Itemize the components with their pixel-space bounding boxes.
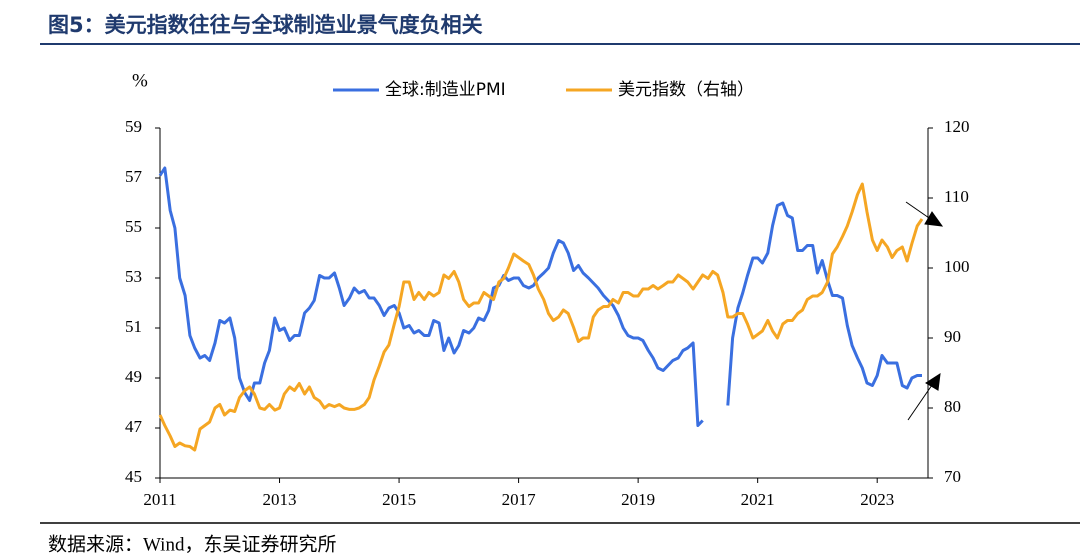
y-tick-label: 45 — [125, 467, 142, 486]
series-line — [158, 182, 924, 452]
y-tick-label: 53 — [125, 267, 142, 286]
y2-tick-label: 110 — [944, 187, 969, 206]
y-tick-label: 49 — [125, 367, 142, 386]
y2-tick-label: 70 — [944, 467, 961, 486]
source: 数据来源：Wind，东吴证券研究所 — [48, 533, 336, 555]
y-tick-label: 57 — [125, 167, 143, 186]
arrow-head — [925, 373, 941, 391]
y-tick-label: 47 — [125, 417, 143, 436]
y-tick-label: 55 — [125, 217, 142, 236]
x-tick-label: 2019 — [621, 490, 655, 509]
y-tick-label: 51 — [125, 317, 142, 336]
y-axis-label: % — [132, 70, 148, 91]
y-tick-label: 59 — [125, 117, 142, 136]
x-tick-label: 2011 — [143, 490, 176, 509]
x-tick-label: 2023 — [860, 490, 894, 509]
arrows — [905, 201, 944, 421]
chart-title: 图5：美元指数往往与全球制造业景气度负相关 — [48, 13, 483, 37]
y2-tick-label: 100 — [944, 257, 970, 276]
series-line — [158, 166, 922, 427]
legend-label: 美元指数（右轴） — [618, 80, 754, 100]
x-tick-label: 2017 — [502, 490, 537, 509]
x-tick-label: 2015 — [382, 490, 416, 509]
y2-tick-label: 80 — [944, 397, 961, 416]
x-tick-label: 2021 — [741, 490, 775, 509]
legend-label: 全球:制造业PMI — [385, 80, 506, 100]
y2-tick-label: 90 — [944, 327, 961, 346]
y2-tick-label: 120 — [944, 117, 970, 136]
x-tick-label: 2013 — [263, 490, 297, 509]
